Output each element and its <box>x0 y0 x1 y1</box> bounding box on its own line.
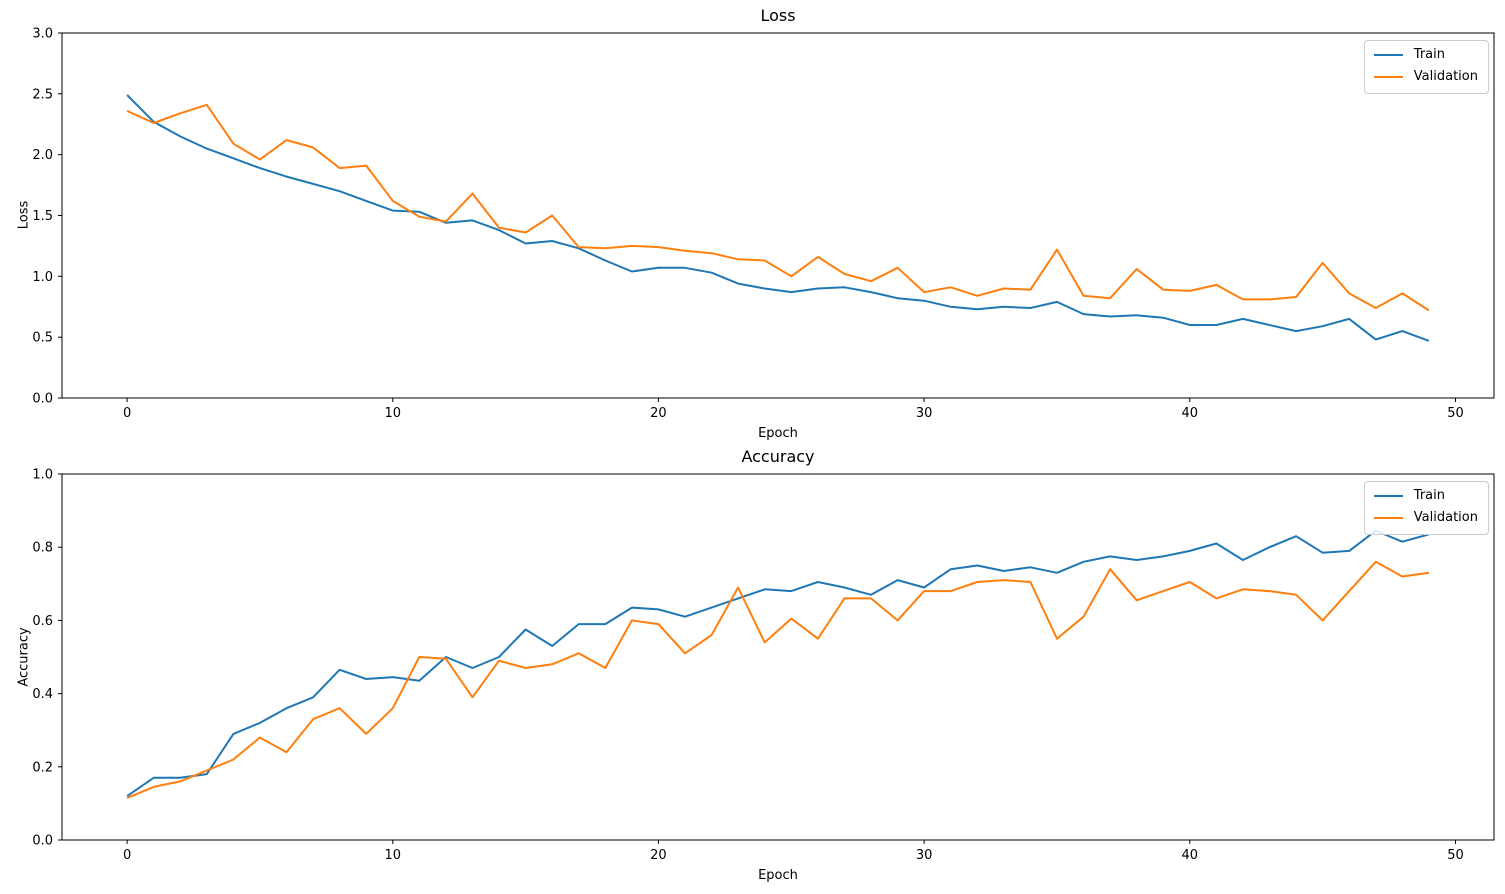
y-tick-label: 0.2 <box>32 760 53 775</box>
accuracy-x-axis-label: Epoch <box>758 868 798 883</box>
loss-title: Loss <box>760 6 796 25</box>
x-tick-label: 40 <box>1182 406 1199 421</box>
x-tick-label: 0 <box>123 406 131 421</box>
train-line-swatch <box>1373 54 1403 57</box>
axes-frame <box>61 473 1495 841</box>
x-tick-label: 30 <box>916 848 933 863</box>
loss-legend: Train Validation <box>1363 40 1489 94</box>
train-line <box>126 529 1430 797</box>
x-tick-label: 30 <box>916 406 933 421</box>
x-tick-label: 0 <box>123 848 131 863</box>
y-tick-label: 0.0 <box>32 834 53 849</box>
y-tick-label: 0.5 <box>32 331 53 346</box>
legend-label-train: Train <box>1413 47 1445 62</box>
legend-item-train: Train <box>1373 47 1478 63</box>
y-tick-label: 2.5 <box>32 87 53 102</box>
legend-item-train: Train <box>1373 488 1478 504</box>
y-tick-label: 1.0 <box>32 270 53 285</box>
y-tick-label: 3.0 <box>32 27 53 42</box>
x-tick-label: 50 <box>1447 406 1464 421</box>
legend-label-validation: Validation <box>1413 509 1478 525</box>
accuracy-legend: Train Validation <box>1363 481 1489 535</box>
y-tick-label: 1.5 <box>32 209 53 224</box>
y-tick-label: 0.0 <box>32 392 53 407</box>
train-line-swatch <box>1373 495 1403 498</box>
validation-line <box>126 560 1430 799</box>
legend-label-train: Train <box>1413 488 1445 503</box>
x-tick-label: 20 <box>650 406 667 421</box>
y-tick-label: 0.4 <box>32 687 53 702</box>
x-tick-label: 20 <box>650 848 667 863</box>
accuracy-title: Accuracy <box>741 447 815 466</box>
y-tick-label: 0.8 <box>32 541 53 556</box>
legend-label-validation: Validation <box>1413 68 1478 84</box>
x-tick-label: 10 <box>385 406 402 421</box>
y-tick-label: 2.0 <box>32 148 53 163</box>
legend-item-validation: Validation <box>1373 68 1478 85</box>
y-tick-label: 0.6 <box>32 614 53 629</box>
train-line <box>126 94 1430 342</box>
validation-line <box>126 103 1430 312</box>
x-tick-label: 40 <box>1182 848 1199 863</box>
validation-line-swatch <box>1373 76 1403 79</box>
y-tick-label: 1.0 <box>32 468 53 483</box>
validation-line-swatch <box>1373 517 1403 520</box>
axes-frame <box>61 32 1495 399</box>
x-tick-label: 10 <box>385 848 402 863</box>
legend-item-validation: Validation <box>1373 509 1478 526</box>
loss-x-axis-label: Epoch <box>758 426 798 441</box>
x-tick-label: 50 <box>1447 848 1464 863</box>
accuracy-y-axis-label: Accuracy <box>16 627 32 687</box>
